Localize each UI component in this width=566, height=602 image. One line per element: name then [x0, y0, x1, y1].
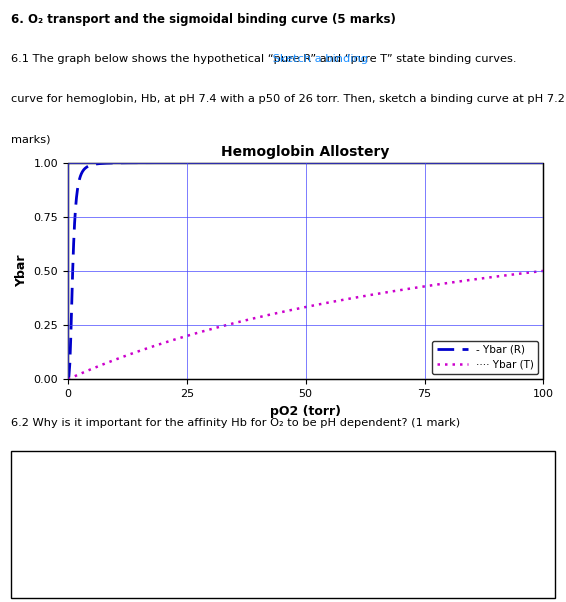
Text: 6. O₂ transport and the sigmoidal binding curve (5 marks): 6. O₂ transport and the sigmoidal bindin…	[11, 13, 396, 26]
Bar	[68, 163, 543, 379]
Text: curve for hemoglobin, Hb, at pH 7.4 with a p50 of 26 torr. Then, sketch a bindin: curve for hemoglobin, Hb, at pH 7.4 with…	[11, 95, 566, 104]
Title: Hemoglobin Allostery: Hemoglobin Allostery	[221, 144, 390, 158]
Text: marks): marks)	[11, 135, 51, 145]
Text: Sketch a binding: Sketch a binding	[269, 54, 368, 64]
X-axis label: pO2 (torr): pO2 (torr)	[270, 405, 341, 418]
Text: 6.2 Why is it important for the affinity Hb for O₂ to be pH dependent? (1 mark): 6.2 Why is it important for the affinity…	[11, 418, 461, 428]
Y-axis label: Ybar: Ybar	[15, 255, 28, 287]
FancyBboxPatch shape	[11, 450, 555, 598]
Legend: - Ybar (R), ···· Ybar (T): - Ybar (R), ···· Ybar (T)	[432, 341, 538, 374]
Text: 6.1 The graph below shows the hypothetical “pure R” and “pure T” state binding c: 6.1 The graph below shows the hypothetic…	[11, 54, 517, 64]
